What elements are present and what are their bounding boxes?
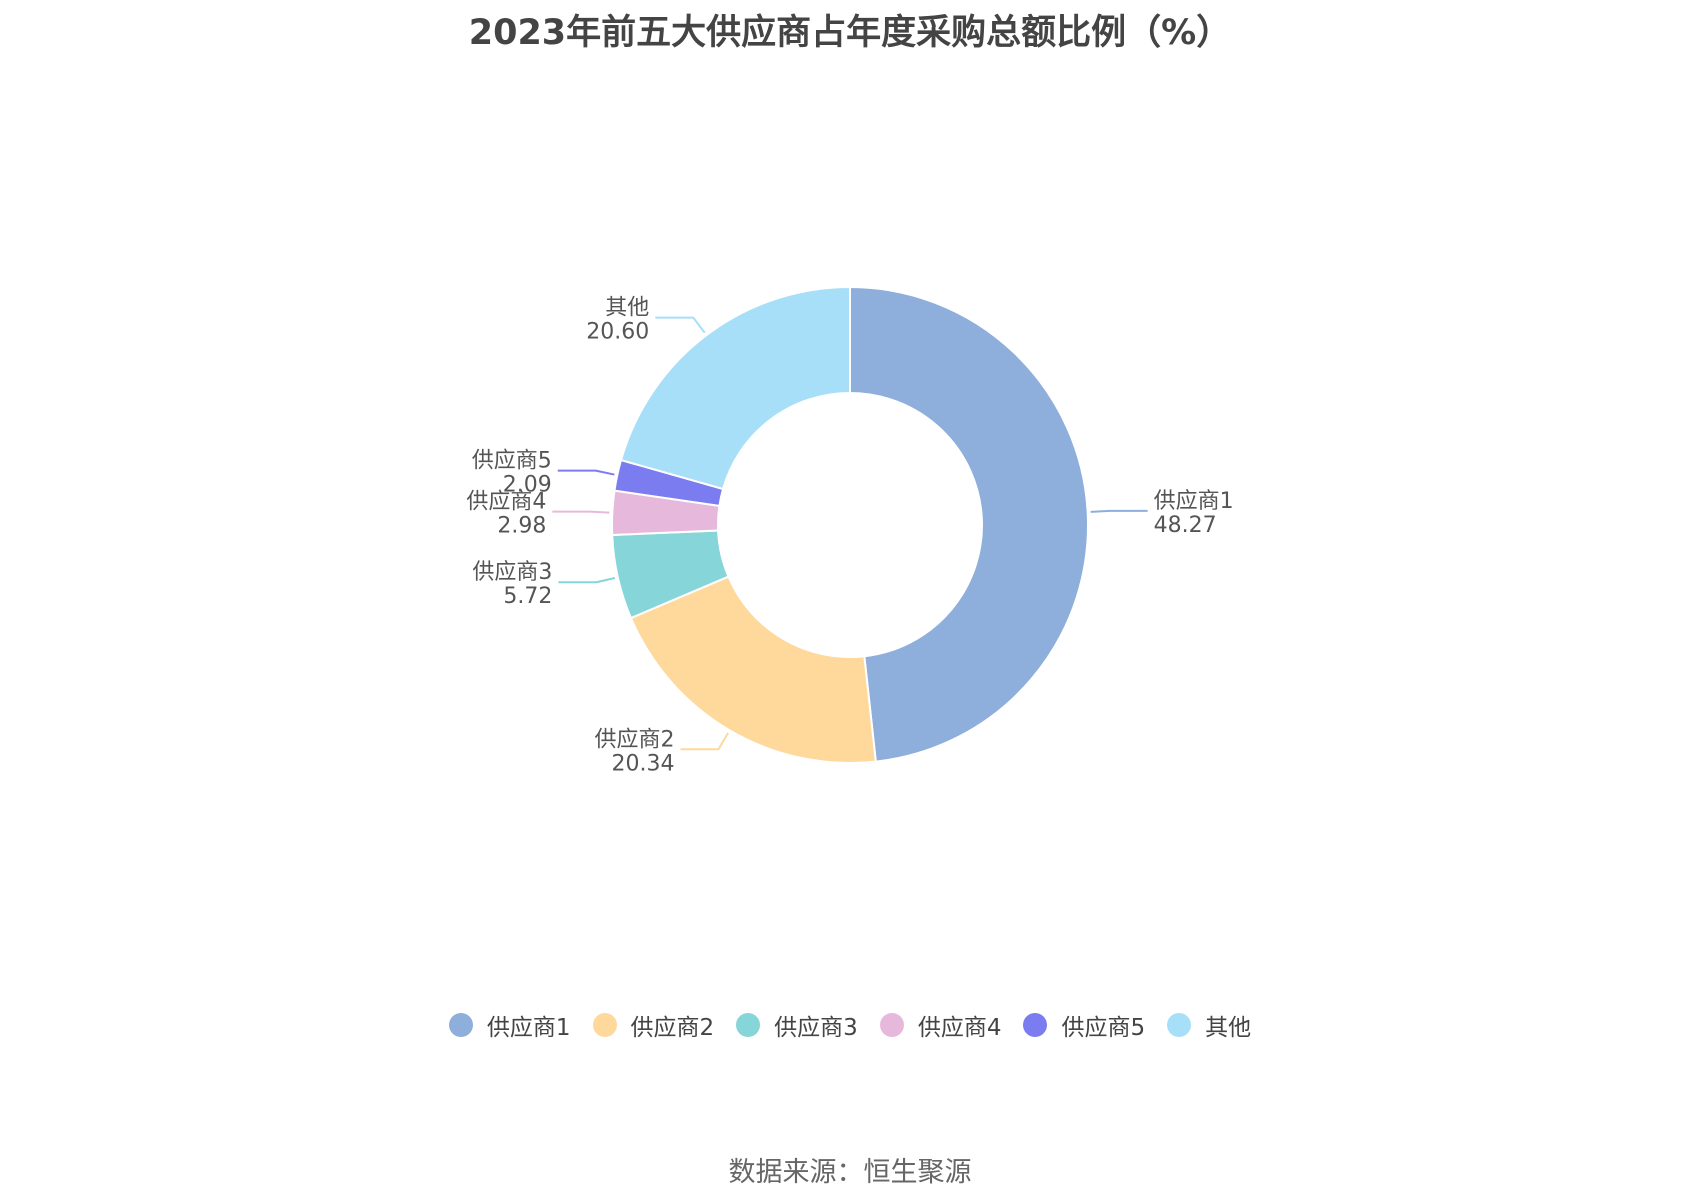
legend-item-supplier-3[interactable]: 供应商3	[736, 1008, 858, 1042]
slice-value-label: 48.27	[1154, 513, 1217, 538]
slice-name-label: 供应商5	[472, 449, 552, 474]
slice-value-label: 5.72	[503, 584, 552, 609]
label-leader-line	[655, 316, 706, 334]
legend-label: 其他	[1205, 1015, 1252, 1041]
chart-legend: 供应商1 供应商2 供应商3 供应商4 供应商5 其他	[0, 1005, 1700, 1045]
legend-dot-icon	[736, 1013, 761, 1037]
legend-dot-icon	[592, 1013, 617, 1037]
label-leader-line	[558, 577, 616, 584]
slice-value-label: 2.98	[497, 514, 546, 539]
slice-value-label: 20.60	[586, 320, 649, 345]
label-leader-line	[557, 469, 615, 476]
label-leader-line	[680, 732, 729, 751]
legend-item-supplier-5[interactable]: 供应商5	[1023, 1008, 1145, 1042]
legend-dot-icon	[879, 1013, 904, 1037]
slice-name-label: 供应商4	[466, 490, 546, 515]
legend-label: 供应商2	[630, 1015, 715, 1041]
legend-label: 供应商4	[917, 1015, 1002, 1041]
legend-label: 供应商5	[1061, 1015, 1146, 1041]
slice-name-label: 其他	[605, 296, 649, 321]
legend-item-supplier-1[interactable]: 供应商1	[448, 1008, 571, 1042]
legend-dot-icon	[1023, 1013, 1048, 1037]
label-leader-line	[552, 510, 610, 514]
chart-title: 2023年前五大供应商占年度采购总额比例（%）	[468, 13, 1232, 53]
slice-name-label: 供应商3	[472, 560, 552, 585]
slice-name-label: 供应商2	[594, 727, 674, 752]
pie-slice[interactable]	[619, 285, 851, 491]
legend-dot-icon	[448, 1013, 473, 1037]
slice-value-label: 2.09	[503, 473, 552, 498]
pie-slice[interactable]	[849, 285, 1089, 763]
slice-name-label: 供应商1	[1154, 489, 1234, 514]
slice-value-label: 20.34	[612, 751, 675, 776]
pie-slice[interactable]	[629, 575, 877, 764]
legend-item-supplier-2[interactable]: 供应商2	[592, 1008, 715, 1042]
legend-item-other[interactable]: 其他	[1167, 1008, 1251, 1042]
legend-label: 供应商3	[774, 1015, 858, 1041]
data-source: 数据来源：恒生聚源	[728, 1157, 972, 1188]
legend-item-supplier-4[interactable]: 供应商4	[879, 1008, 1002, 1042]
legend-dot-icon	[1167, 1013, 1192, 1037]
label-leader-line	[1090, 509, 1148, 513]
legend-label: 供应商1	[486, 1015, 571, 1041]
